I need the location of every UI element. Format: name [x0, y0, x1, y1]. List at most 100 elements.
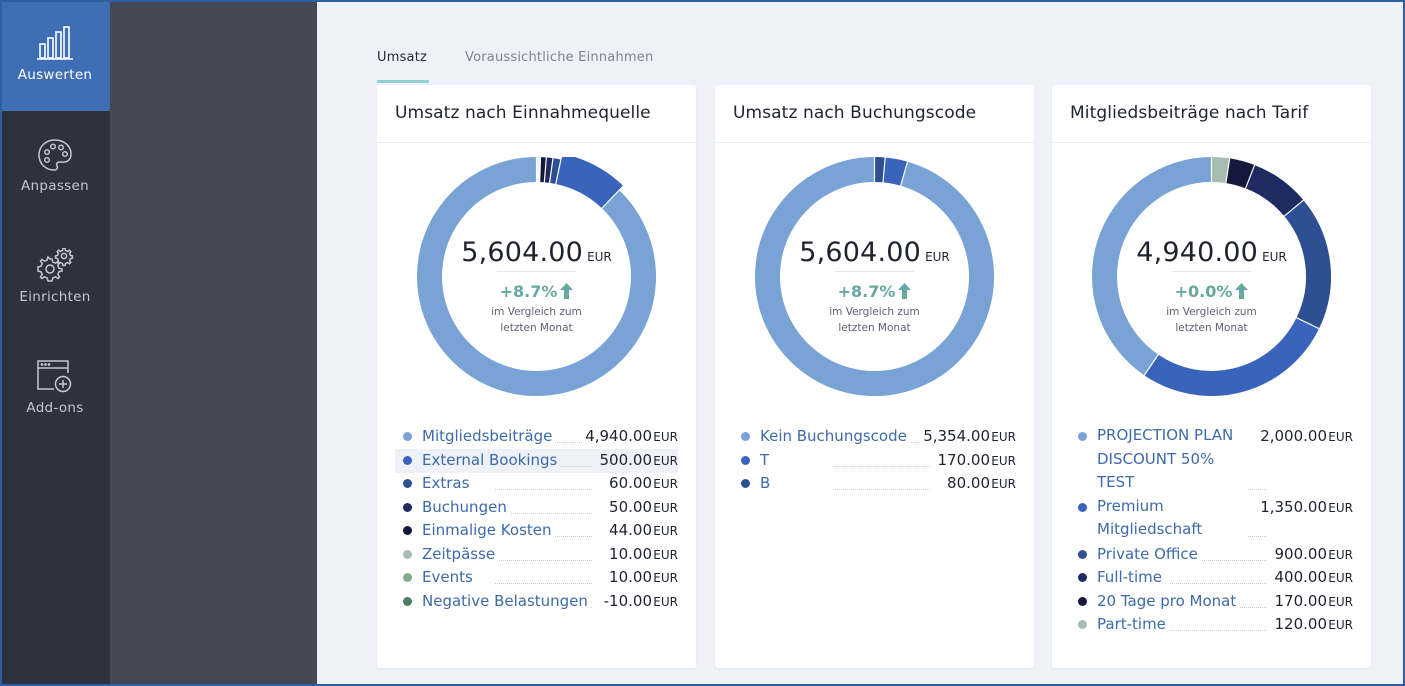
card-umsatz-nach-buchungscode: Umsatz nach Buchungscode 5,604.00 EUR +8.7%… — [715, 85, 1034, 668]
legend-item[interactable]: Extras 60.00 EUR — [395, 472, 678, 497]
legend-dot-icon — [1078, 620, 1087, 629]
legend-item[interactable]: External Bookings 500.00 EUR — [395, 448, 678, 473]
legend-label[interactable]: External Bookings — [422, 450, 561, 469]
legend-value: -10.00 — [600, 591, 652, 610]
total-amount: 5,604.00 — [461, 237, 584, 268]
legend-dot-icon — [403, 549, 412, 559]
change-percent: +0.0% — [1174, 282, 1233, 301]
legend-dot-icon — [741, 432, 750, 441]
legend-item[interactable]: Buchungen 50.00 EUR — [395, 496, 678, 521]
card-umsatz-nach-einnahmequelle: Umsatz nach Einnahmequelle 5,604.00 EUR +8.… — [377, 85, 696, 668]
leader-dots — [1170, 559, 1267, 561]
arrow-up-icon — [560, 283, 574, 303]
change-indicator: +0.0% — [1052, 282, 1371, 303]
legend-label[interactable]: Zeitpässe — [422, 544, 499, 563]
legend-item[interactable]: T 170.00 EUR — [733, 449, 1016, 474]
legend-item[interactable]: Premium Mitgliedschaft 1,350.00 EUR — [1070, 494, 1353, 544]
legend-label[interactable]: Private Office — [1097, 544, 1201, 563]
card-divider — [715, 142, 1034, 143]
card-title: Umsatz nach Einnahmequelle — [395, 103, 651, 123]
legend-item[interactable]: B 80.00 EUR — [733, 472, 1016, 497]
donut-segment-4[interactable] — [1245, 165, 1304, 217]
change-percent: +8.7% — [837, 282, 896, 301]
legend-item[interactable]: Private Office 900.00 EUR — [1070, 543, 1353, 568]
leader-dots — [495, 512, 592, 514]
legend-dot-icon — [1078, 596, 1087, 606]
palette-icon — [37, 138, 73, 172]
donut-segment-1[interactable] — [417, 157, 656, 396]
segment-separator — [882, 157, 886, 186]
tab-umsatz[interactable]: Umsatz — [377, 50, 428, 65]
legend-value: 44.00 — [606, 521, 652, 539]
legend-currency: EUR — [653, 547, 678, 562]
legend-label[interactable]: Premium Mitgliedschaft — [1097, 494, 1247, 542]
leader-dots — [833, 465, 930, 467]
comparison-text-line-2: letzten Monat — [500, 322, 573, 334]
donut-segment-2[interactable] — [882, 157, 908, 186]
legend-label[interactable]: Kein Buchungscode — [760, 427, 910, 445]
nav-item-einrichten[interactable]: Einrichten — [0, 222, 110, 331]
total-value: 4,940.00 EUR — [1052, 237, 1371, 268]
segment-separator — [548, 157, 554, 186]
total-currency: EUR — [1262, 250, 1287, 264]
bar-chart-icon — [37, 26, 73, 60]
donut-segment-3[interactable] — [549, 158, 561, 184]
nav-label-einrichten: Einrichten — [19, 289, 91, 305]
donut-segment-1[interactable] — [1092, 157, 1212, 376]
legend-dot-icon — [403, 479, 412, 488]
donut-segment-6[interactable] — [1211, 157, 1230, 184]
segment-separator — [537, 157, 540, 186]
leader-dots — [495, 559, 592, 561]
donut-chart — [755, 157, 994, 396]
legend-value: 2,000.00 — [1257, 427, 1327, 445]
legend-item[interactable]: Negative Belastungen -10.00 EUR — [395, 590, 678, 615]
legend-label[interactable]: Events — [422, 568, 476, 586]
donut-segment-2[interactable] — [1144, 317, 1319, 396]
nav-item-auswerten[interactable]: Auswerten — [0, 2, 110, 111]
card-divider — [1052, 142, 1371, 143]
leader-dots — [1170, 583, 1267, 584]
legend-value: 10.00 — [606, 568, 652, 586]
donut-chart — [417, 157, 656, 396]
legend-label[interactable]: Extras — [422, 474, 473, 492]
donut-segment-4[interactable] — [544, 157, 553, 183]
legend-item[interactable]: PROJECTION PLAN DISCOUNT 50% TEST 2,000.0… — [1070, 424, 1353, 497]
legend-label[interactable]: Negative Belastungen — [422, 591, 591, 610]
legend-item[interactable]: Einmalige Kosten 44.00 EUR — [395, 519, 678, 544]
donut-segment-5[interactable] — [1225, 158, 1255, 189]
segment-separator — [1140, 351, 1161, 381]
legend-label[interactable]: Mitgliedsbeiträge — [422, 427, 556, 445]
arrow-up-icon — [898, 283, 912, 303]
legend-label[interactable]: Part-time — [1097, 615, 1169, 633]
legend-currency: EUR — [653, 594, 678, 609]
nav-item-add-ons[interactable]: Add-ons — [0, 333, 110, 442]
segment-separator — [554, 157, 563, 188]
tab-voraussichtliche-einnahmen[interactable]: Voraussichtliche Einnahmen — [465, 50, 654, 65]
comparison-text-line-1: im Vergleich zum — [1166, 306, 1257, 318]
legend-label[interactable]: Einmalige Kosten — [422, 521, 555, 539]
donut-segment-3[interactable] — [1284, 200, 1331, 329]
legend-item[interactable]: Part-time 120.00 EUR — [1070, 613, 1353, 638]
legend-value: 4,940.00 — [582, 427, 652, 445]
legend-currency: EUR — [653, 571, 678, 585]
legend-label[interactable]: Buchungen — [422, 497, 510, 516]
nav-item-anpassen[interactable]: Anpassen — [0, 111, 110, 220]
legend-dot-icon — [403, 455, 412, 465]
donut-segment-1[interactable] — [755, 157, 994, 396]
donut-segment-2[interactable] — [555, 157, 624, 209]
nav-label-anpassen: Anpassen — [21, 178, 89, 194]
legend-item[interactable]: Zeitpässe 10.00 EUR — [395, 543, 678, 568]
legend-item[interactable]: Events 10.00 EUR — [395, 566, 678, 591]
legend-label[interactable]: PROJECTION PLAN DISCOUNT 50% TEST — [1097, 424, 1247, 495]
legend-label[interactable]: T — [760, 450, 773, 469]
legend-label[interactable]: 20 Tage pro Monat — [1097, 591, 1240, 610]
nav-label-add-ons: Add-ons — [26, 400, 84, 416]
legend-dot-icon — [403, 502, 412, 512]
legend-value: 1,350.00 — [1257, 497, 1327, 516]
legend-label[interactable]: Full-time — [1097, 568, 1165, 586]
legend-item[interactable]: Mitgliedsbeiträge 4,940.00 EUR — [395, 425, 678, 450]
legend-item[interactable]: Kein Buchungscode 5,354.00 EUR — [733, 425, 1016, 450]
legend-item[interactable]: Full-time 400.00 EUR — [1070, 566, 1353, 591]
legend-item[interactable]: 20 Tage pro Monat 170.00 EUR — [1070, 590, 1353, 615]
legend-label[interactable]: B — [760, 474, 774, 492]
